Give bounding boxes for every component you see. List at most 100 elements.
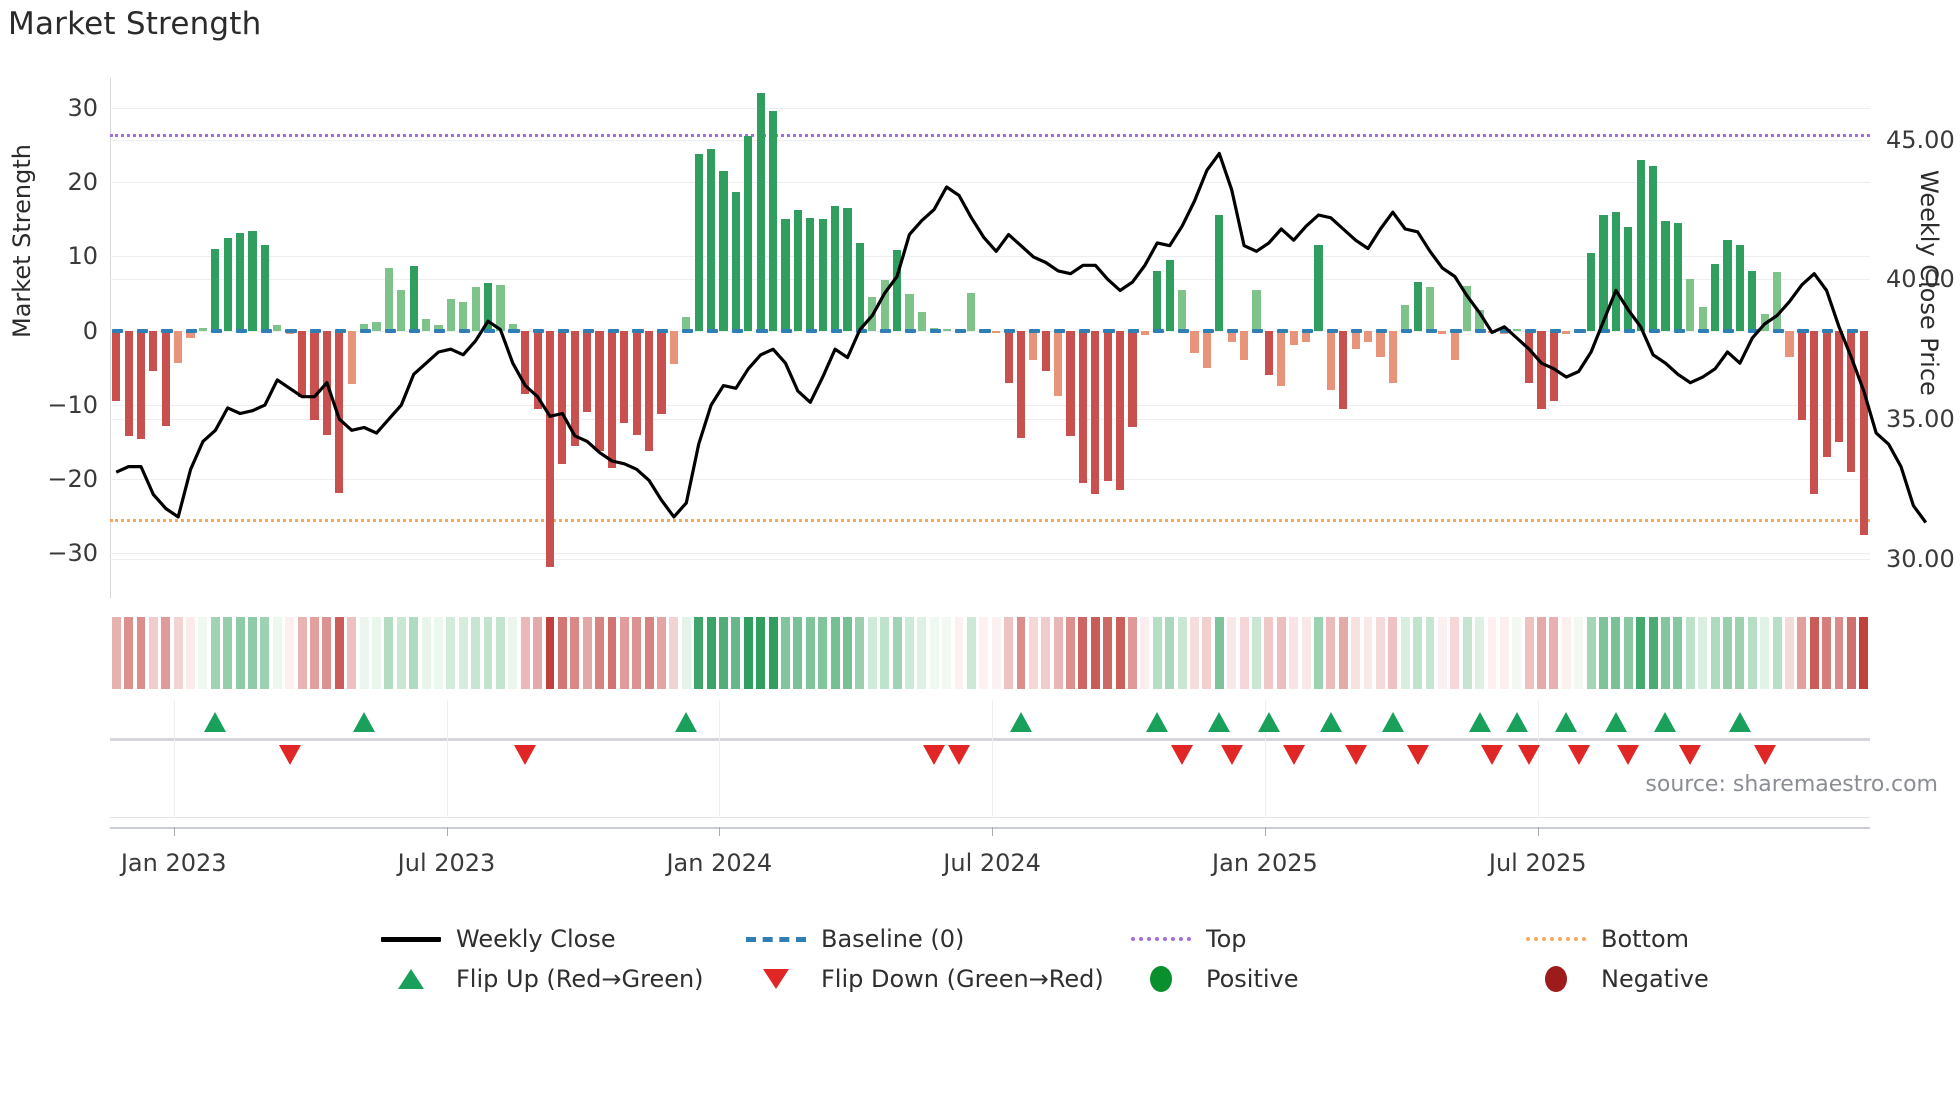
- baseline-segment: [1128, 328, 1140, 333]
- legend-item[interactable]: Top: [1130, 925, 1247, 953]
- bar: [942, 329, 951, 331]
- heat-cell: [681, 617, 691, 689]
- x-tick-label: Jul 2025: [1488, 849, 1587, 877]
- heat-cell: [1661, 617, 1670, 689]
- heat-cell: [1512, 617, 1522, 689]
- baseline-segment: [1053, 328, 1065, 333]
- bar: [521, 330, 530, 394]
- heat-cell: [334, 617, 344, 689]
- bar: [124, 330, 133, 437]
- bar: [496, 284, 505, 331]
- heat-cell: [669, 617, 679, 689]
- heat-cell: [186, 617, 196, 689]
- heat-cell: [1698, 617, 1708, 689]
- bar: [1562, 330, 1571, 335]
- bar: [174, 330, 183, 364]
- baseline-segment: [1177, 328, 1189, 333]
- heat-cell: [223, 617, 233, 689]
- bar: [967, 293, 976, 331]
- bar: [1227, 330, 1236, 342]
- baseline-segment: [1747, 328, 1760, 333]
- heat-cell: [1202, 617, 1212, 689]
- heat-cell: [1115, 617, 1125, 689]
- flip-axis-line: [110, 738, 1870, 741]
- flip-down-marker: [923, 745, 946, 765]
- bar: [645, 330, 654, 451]
- baseline-segment: [211, 328, 223, 333]
- bar: [570, 330, 579, 446]
- legend-item[interactable]: Bottom: [1525, 925, 1689, 953]
- heat-cell: [161, 617, 171, 689]
- baseline-segment: [830, 328, 842, 333]
- heat-cell: [1152, 617, 1162, 689]
- flip-vgrid-line: [719, 700, 721, 818]
- flip-vgrid-line: [992, 700, 994, 818]
- bar: [409, 265, 418, 331]
- bar: [1004, 330, 1013, 383]
- bar: [1116, 330, 1125, 491]
- legend-item[interactable]: Flip Down (Green→Red): [745, 965, 1104, 993]
- baseline-segment: [1524, 328, 1536, 333]
- bar: [1178, 289, 1187, 331]
- heat-cell: [1462, 617, 1472, 689]
- bar: [1463, 286, 1472, 331]
- legend-item[interactable]: Positive: [1130, 965, 1299, 993]
- left-axis-label: Market Strength: [8, 144, 36, 338]
- heat-cell: [1375, 617, 1385, 689]
- bar: [1549, 330, 1559, 402]
- bar: [1834, 330, 1844, 442]
- flip-down-marker: [1480, 745, 1503, 765]
- heat-cell: [384, 617, 394, 689]
- legend-label: Top: [1206, 925, 1247, 953]
- legend-dash-swatch: [745, 926, 807, 952]
- weekly-close-polyline: [115, 151, 1928, 524]
- heat-cell: [1177, 617, 1187, 689]
- heat-cell: [322, 617, 332, 689]
- right-tick-label: 30.00: [1886, 544, 1955, 573]
- bar: [1351, 330, 1360, 350]
- heat-cell: [533, 617, 543, 689]
- heat-cell: [1437, 617, 1447, 689]
- bar: [260, 245, 269, 331]
- bar: [892, 249, 902, 331]
- heat-cell: [396, 617, 406, 689]
- heat-cell: [210, 617, 220, 689]
- legend-item[interactable]: Weekly Close: [380, 925, 616, 953]
- left-tick-label: −20: [47, 465, 98, 494]
- bar: [1252, 289, 1261, 331]
- heat-cell: [942, 617, 952, 689]
- baseline-segment: [632, 328, 644, 333]
- bar: [298, 330, 307, 398]
- heat-cell: [421, 617, 431, 689]
- heat-cell: [1016, 617, 1026, 689]
- baseline-segment: [582, 328, 594, 333]
- flip-vgrid-line: [173, 700, 175, 818]
- weekly-close-line: [115, 151, 1928, 524]
- legend-item[interactable]: Baseline (0): [745, 925, 964, 953]
- source-attribution: source: sharemaestro.com: [1645, 772, 1938, 797]
- heat-cell: [1078, 617, 1088, 689]
- bar: [1314, 245, 1323, 331]
- baseline-segment: [310, 328, 322, 333]
- legend-item[interactable]: Negative: [1525, 965, 1709, 993]
- heat-cell: [1784, 617, 1794, 689]
- heat-cell: [347, 617, 357, 689]
- bar: [1103, 330, 1112, 481]
- bar: [707, 148, 716, 331]
- legend-item[interactable]: Flip Up (Red→Green): [380, 965, 704, 993]
- bar: [669, 330, 679, 364]
- heat-cell: [1041, 617, 1051, 689]
- baseline-segment: [1152, 328, 1165, 333]
- bar: [1078, 330, 1088, 483]
- bar: [1425, 287, 1435, 331]
- baseline-segment: [1078, 328, 1090, 333]
- flip-up-marker: [1505, 712, 1528, 732]
- bar: [1140, 330, 1149, 336]
- baseline-segment: [1475, 328, 1487, 333]
- flip-down-marker: [1753, 745, 1776, 765]
- heat-cell: [657, 617, 666, 689]
- heat-cell: [1413, 617, 1423, 689]
- baseline-segment: [1549, 328, 1561, 333]
- heat-cell: [1524, 617, 1534, 689]
- heat-cell: [1276, 617, 1286, 689]
